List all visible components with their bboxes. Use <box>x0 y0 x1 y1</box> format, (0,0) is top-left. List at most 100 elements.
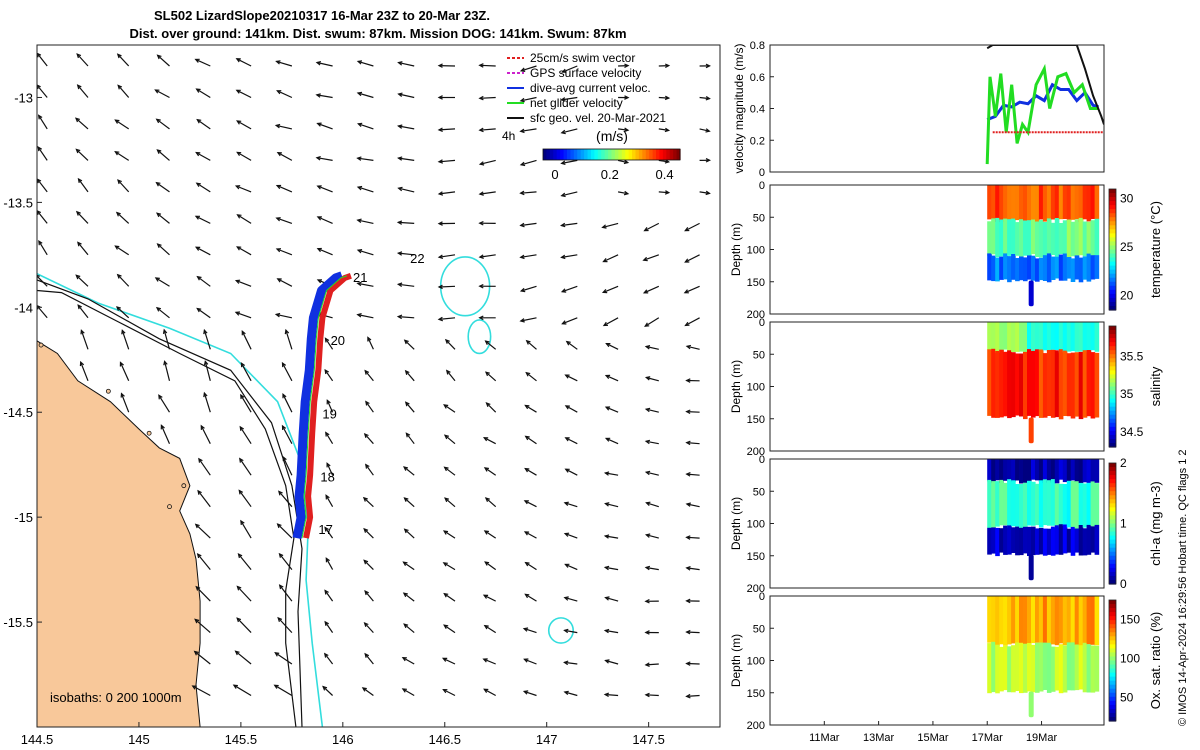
current-vector-87 <box>276 60 293 67</box>
salinity-cell-15-0 <box>1046 322 1052 352</box>
chlorophyll-colorbar-cell-6 <box>1109 487 1116 492</box>
current-vector-272 <box>605 597 619 602</box>
current-vector-head-209 <box>482 594 489 599</box>
current-vector-head-25 <box>115 211 121 217</box>
chlorophyll-cell-6-1 <box>1011 480 1016 527</box>
current-vector-head-103 <box>278 552 284 558</box>
current-vector-head-186 <box>442 530 449 535</box>
temperature-cell-17-1 <box>1054 218 1060 257</box>
current-vector-82 <box>238 553 252 570</box>
temperature-cell-13-0 <box>1038 185 1044 220</box>
salinity-panel: 0 50 100 150 200 Depth (m) 35.5 35 34.5 salinity <box>729 317 1163 458</box>
current-vector-310 <box>686 473 700 476</box>
current-vector-138 <box>367 337 374 350</box>
current-vector-181 <box>446 370 456 382</box>
temperature-colorbar-cell-29 <box>1109 305 1116 311</box>
salinity-colorbar-cell-15 <box>1109 386 1116 392</box>
current-vector-55 <box>204 361 211 381</box>
current-vector-47 <box>196 119 211 130</box>
current-vector-30 <box>119 362 130 382</box>
current-vector-head-156 <box>396 251 403 256</box>
current-vector-head-22 <box>114 119 120 124</box>
chlorophyll-cell-18-1 <box>1058 483 1064 528</box>
current-vector-head-59 <box>197 489 202 495</box>
current-vector-211 <box>483 658 496 665</box>
temperature-colorbar-cell-7 <box>1109 217 1116 222</box>
salinity-colorbar-cell-0 <box>1109 326 1116 331</box>
current-vector-85 <box>235 650 252 665</box>
current-vector-head-184 <box>443 466 449 472</box>
chlorophyll-colorbar-cell-2 <box>1109 471 1116 476</box>
current-vector-222 <box>526 340 537 350</box>
current-vector-head-76 <box>240 361 246 368</box>
current-vector-head-291 <box>644 533 651 538</box>
current-vector-head-207 <box>483 530 489 535</box>
salinity-cell-4-1 <box>1003 351 1008 417</box>
temperature-cell-25-1 <box>1086 221 1092 257</box>
temperature-colorbar-cell-14 <box>1109 245 1116 251</box>
current-vector-head-228 <box>523 531 530 536</box>
current-vector-head-95 <box>274 312 281 318</box>
current-vector-232 <box>524 658 537 665</box>
current-vector-head-93 <box>275 248 282 253</box>
temperature-cell-26-1 <box>1090 220 1096 256</box>
colorbar-cell-4 <box>556 149 561 160</box>
chlorophyll-cell-22-2 <box>1074 528 1080 553</box>
temperature-colorbar-cell-27 <box>1109 297 1116 303</box>
map-xtick-label-2: 145.5 <box>225 732 258 747</box>
temperature-colorbar-frame <box>1108 188 1117 311</box>
current-vector-245 <box>565 405 578 413</box>
current-vector-head-157 <box>396 282 403 288</box>
temperature-cell-16-1 <box>1050 222 1056 255</box>
salinity-colorbar-cell-21 <box>1109 410 1116 416</box>
chlorophyll-cell-9-2 <box>1023 526 1028 554</box>
current-vector-head-287 <box>644 407 651 413</box>
current-vector-head-239 <box>560 222 566 228</box>
current-vector-head-277 <box>664 95 671 101</box>
colorbar-cell-24 <box>625 149 630 160</box>
current-vector-head-54 <box>203 328 208 335</box>
oxygen-cell-17-0 <box>1054 596 1060 646</box>
current-vector-head-219 <box>519 254 525 260</box>
current-vector-125 <box>324 590 334 602</box>
current-vector-head-114 <box>316 247 322 253</box>
current-vector-head-74 <box>234 311 241 316</box>
current-vector-head-152 <box>397 124 403 129</box>
current-vector-head-97 <box>281 361 287 368</box>
current-vector-208 <box>484 561 497 571</box>
oxygen-colorbar-cell-0 <box>1109 600 1116 605</box>
current-vector-head-235 <box>560 97 566 102</box>
oxygen-colorbar-cell-9 <box>1109 636 1116 641</box>
current-vector-180 <box>445 339 456 350</box>
current-vector-head-35 <box>156 149 162 154</box>
chlorophyll-cell-7-1 <box>1015 484 1020 527</box>
current-vector-head-137 <box>356 313 362 318</box>
current-vector-158 <box>398 316 415 319</box>
current-vector-head-255 <box>624 63 630 69</box>
current-vector-head-158 <box>396 314 403 320</box>
oxygen-colorbar-cell-5 <box>1109 620 1116 625</box>
chlorophyll-colorbar-cell-11 <box>1109 507 1116 512</box>
current-vector-248 <box>564 502 578 508</box>
current-vector-121 <box>326 463 334 476</box>
current-vector-23 <box>114 151 130 161</box>
current-vector-131 <box>358 123 374 130</box>
current-vector-18 <box>80 330 89 350</box>
colorbar-cell-3 <box>553 149 558 160</box>
current-vector-head-124 <box>325 557 330 563</box>
current-vector-75 <box>241 331 252 350</box>
salinity-ytick-label-4: 200 <box>747 446 765 458</box>
colorbar-cell-11 <box>580 149 585 160</box>
velocity-frame <box>769 44 1105 173</box>
colorbar-cell-34 <box>659 149 664 160</box>
current-vector-head-31 <box>120 392 125 398</box>
current-vector-269 <box>605 503 619 508</box>
salinity-cell-22-1 <box>1074 352 1080 417</box>
current-vector-215 <box>520 128 537 132</box>
chlorophyll-cell-21-0 <box>1070 459 1076 481</box>
current-vector-head-305 <box>684 321 690 327</box>
oxygen-cell-24-1 <box>1082 642 1088 693</box>
current-vector-91 <box>276 185 293 193</box>
current-vector-140 <box>365 401 374 413</box>
current-vector-203 <box>486 402 497 413</box>
